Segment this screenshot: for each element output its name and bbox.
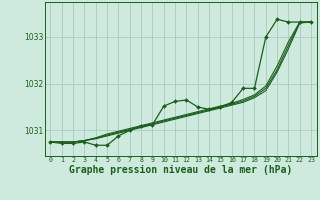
- X-axis label: Graphe pression niveau de la mer (hPa): Graphe pression niveau de la mer (hPa): [69, 165, 292, 175]
